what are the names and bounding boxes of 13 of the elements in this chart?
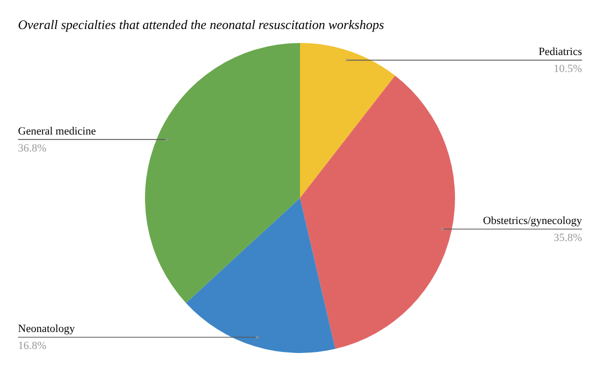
slice-label: General medicine (18, 125, 96, 138)
slice-label: Obstetrics/gynecology (483, 215, 582, 228)
data-label: 16.8% (18, 340, 46, 352)
data-label: 10.5% (554, 63, 582, 76)
pie-slice (145, 43, 300, 303)
data-label: 36.8% (18, 142, 46, 154)
pie-slice (300, 76, 455, 349)
chart-title: Overall specialties that attended the neonatal resuscitation workshops (18, 17, 384, 32)
data-label: 35.8% (554, 232, 582, 244)
pie-slice (300, 43, 396, 198)
slice-label: Neonatology (18, 323, 76, 336)
slice-label: Pediatrics (538, 46, 582, 58)
pie-slice (186, 198, 336, 353)
